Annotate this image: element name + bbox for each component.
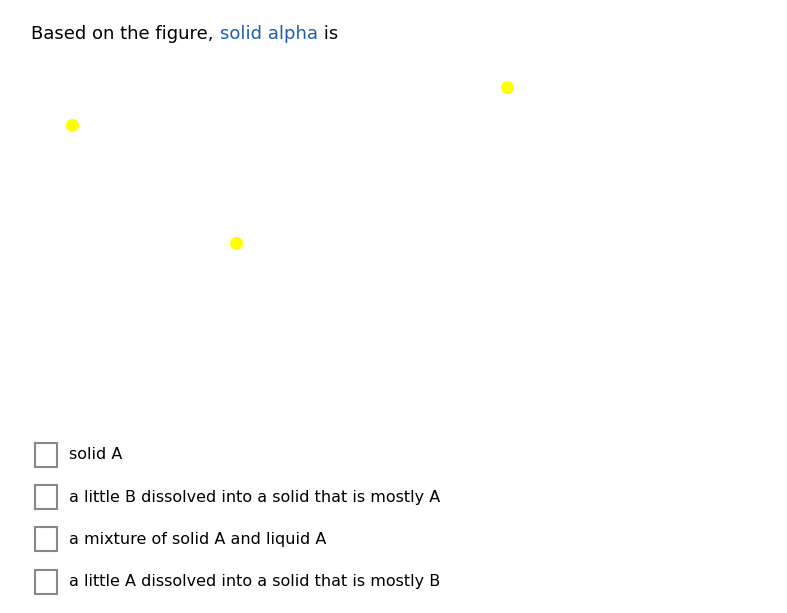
Text: liquid: liquid <box>260 139 314 157</box>
Text: a little A dissolved into a solid that is mostly B: a little A dissolved into a solid that i… <box>69 574 441 589</box>
Text: eutectic point: eutectic point <box>98 243 227 278</box>
Bar <box>35 443 57 467</box>
Point <box>230 238 242 248</box>
Text: a mixture of solid A and liquid A: a mixture of solid A and liquid A <box>69 532 327 547</box>
Text: solid A: solid A <box>69 447 123 462</box>
Text: A: A <box>68 414 76 427</box>
Text: $\beta$+liquid: $\beta$+liquid <box>361 172 418 189</box>
Bar <box>35 485 57 509</box>
Text: Based on the figure,: Based on the figure, <box>31 25 220 43</box>
Bar <box>35 527 57 552</box>
Text: a little B dissolved into a solid that is mostly A: a little B dissolved into a solid that i… <box>69 490 441 504</box>
Text: is: is <box>318 25 338 43</box>
Text: 100%: 100% <box>57 395 88 406</box>
Text: 100%: 100% <box>478 395 510 406</box>
Text: $\alpha$+liquid: $\alpha$+liquid <box>120 179 178 196</box>
Text: $\alpha$ + $\beta$: $\alpha$ + $\beta$ <box>256 310 298 329</box>
Text: $\alpha$: $\alpha$ <box>74 213 87 231</box>
Text: $\beta$: $\beta$ <box>491 211 503 233</box>
Text: solid alpha: solid alpha <box>220 25 318 43</box>
Text: temperature: temperature <box>5 178 17 262</box>
Text: B: B <box>490 414 499 427</box>
Bar <box>35 570 57 593</box>
Text: composition: composition <box>235 405 339 419</box>
Point <box>66 120 79 130</box>
Point <box>501 82 514 92</box>
Text: eutectic line: eutectic line <box>320 247 393 278</box>
